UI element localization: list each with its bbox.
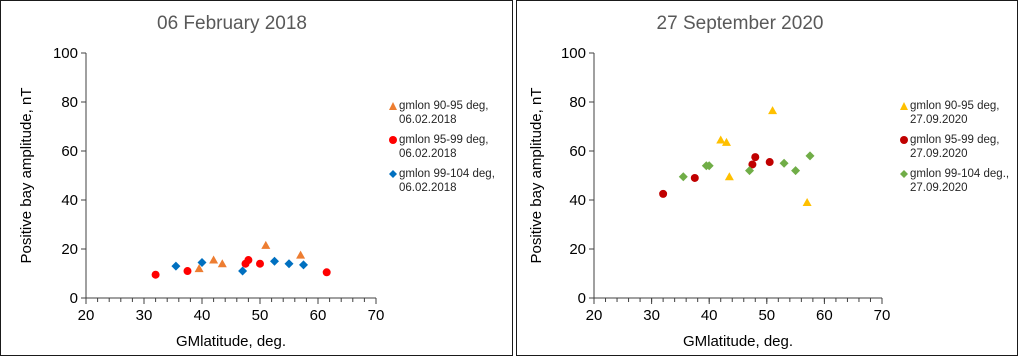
data-point — [296, 250, 306, 259]
data-point — [270, 256, 279, 266]
legend-label: gmlon 99-104 deg, 06.02.2018 — [399, 168, 495, 194]
y-tick-label: 20 — [61, 241, 78, 258]
y-tick-label: 40 — [569, 192, 586, 209]
chart-title-right: 27 September 2020 — [656, 13, 824, 34]
data-point — [805, 151, 815, 161]
chart-panel-right: 27 September 2020 0 20 40 60 80 100 20 30 40 50 60… — [516, 0, 1018, 356]
data-point — [256, 259, 264, 268]
legend-item-left-0: gmlon 90-95 deg, 06.02.2018 — [389, 99, 514, 127]
y-tick-label: 60 — [61, 143, 78, 160]
data-point — [197, 257, 207, 267]
legend-item-right-0: gmlon 90-95 deg, 27.09.2020 — [900, 99, 1018, 127]
x-tick-label: 60 — [816, 307, 833, 324]
diamond-marker-icon — [389, 170, 397, 178]
data-point — [151, 270, 160, 279]
legend-item-right-1: gmlon 95-99 deg, 27.09.2020 — [900, 133, 1018, 161]
data-point — [690, 173, 699, 182]
data-point — [745, 166, 755, 176]
y-axis-title: Positive bay amplitude, nT — [528, 88, 545, 264]
data-point — [704, 161, 714, 171]
x-tick-label: 50 — [758, 307, 775, 324]
x-tick-label: 20 — [78, 307, 95, 324]
data-point — [284, 259, 294, 269]
x-tick-label: 30 — [643, 307, 660, 324]
triangle-marker-icon — [389, 102, 397, 110]
data-point — [299, 260, 308, 270]
data-point — [183, 267, 192, 276]
legend-right: gmlon 90-95 deg, 27.09.2020 gmlon 95-99 … — [900, 99, 1018, 201]
x-axis-title: GMlatitude, deg. — [683, 333, 793, 350]
legend-label: gmlon 95-99 deg, 27.09.2020 — [910, 134, 1000, 160]
x-tick-label: 30 — [136, 307, 153, 324]
legend-item-left-1: gmlon 95-99 deg, 06.02.2018 — [389, 133, 514, 161]
legend-item-left-2: gmlon 99-104 deg, 06.02.2018 — [389, 167, 514, 195]
data-point — [768, 106, 778, 115]
legend-left: gmlon 90-95 deg, 06.02.2018 gmlon 95-99 … — [389, 99, 514, 201]
data-point — [748, 160, 757, 169]
data-point — [716, 135, 726, 144]
data-point — [724, 172, 734, 181]
data-point — [721, 137, 731, 146]
x-axis-title: GMlatitude, deg. — [176, 333, 286, 350]
y-tick-label: 20 — [569, 241, 586, 258]
data-point — [244, 256, 253, 265]
data-point — [261, 240, 271, 249]
chart-title-left: 06 February 2018 — [157, 13, 307, 34]
x-tick-label: 40 — [194, 307, 211, 324]
x-tick-label: 40 — [701, 307, 718, 324]
legend-label: gmlon 95-99 deg, 06.02.2018 — [399, 134, 489, 160]
triangle-marker-icon — [900, 102, 908, 110]
y-tick-label: 100 — [561, 45, 586, 62]
data-point — [217, 259, 227, 268]
diamond-marker-icon — [900, 170, 908, 178]
data-point — [322, 268, 331, 277]
legend-item-right-2: gmlon 99-104 deg., 27.09.2020 — [900, 167, 1018, 195]
circle-marker-icon — [389, 136, 397, 144]
legend-label: gmlon 90-95 deg, 27.09.2020 — [910, 100, 1000, 126]
y-axis-title: Positive bay amplitude, nT — [18, 88, 35, 264]
data-point — [194, 264, 204, 273]
data-point — [802, 197, 812, 206]
y-tick-label: 40 — [61, 192, 78, 209]
y-tick-label: 60 — [569, 143, 586, 160]
data-point — [678, 172, 688, 182]
legend-label: gmlon 99-104 deg., 27.09.2020 — [910, 168, 1010, 194]
data-point — [779, 158, 789, 168]
y-tick-label: 0 — [578, 290, 586, 307]
data-point — [209, 255, 219, 264]
y-tick-label: 80 — [569, 94, 586, 111]
x-tick-label: 70 — [368, 307, 385, 324]
data-point — [791, 166, 801, 176]
chart-panel-left: 06 February 2018 0 20 40 60 80 100 20 30 40 50 60 7… — [0, 0, 513, 356]
x-tick-label: 50 — [252, 307, 269, 324]
data-point — [171, 261, 181, 271]
circle-marker-icon — [900, 136, 908, 144]
y-tick-label: 0 — [70, 290, 78, 307]
y-tick-label: 80 — [61, 94, 78, 111]
x-tick-label: 60 — [310, 307, 327, 324]
data-point — [659, 189, 668, 198]
data-point — [751, 153, 760, 162]
y-tick-label: 100 — [53, 45, 78, 62]
data-point — [238, 266, 248, 276]
x-tick-label: 20 — [586, 307, 603, 324]
legend-label: gmlon 90-95 deg, 06.02.2018 — [399, 100, 489, 126]
x-tick-label: 70 — [874, 307, 891, 324]
data-point — [765, 158, 774, 167]
